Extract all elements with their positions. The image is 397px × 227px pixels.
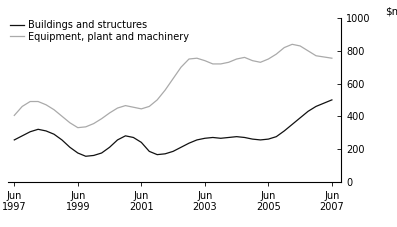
Buildings and structures <box>234 135 239 138</box>
Buildings and structures <box>20 134 25 137</box>
Buildings and structures <box>139 141 144 144</box>
Text: $m: $m <box>385 7 397 17</box>
Equipment, plant and machinery <box>115 107 120 109</box>
Buildings and structures <box>75 152 80 154</box>
Buildings and structures <box>60 138 64 141</box>
Buildings and structures <box>147 150 152 153</box>
Equipment, plant and machinery <box>258 61 263 64</box>
Equipment, plant and machinery <box>195 57 199 59</box>
Equipment, plant and machinery <box>171 77 175 80</box>
Buildings and structures <box>123 134 128 137</box>
Buildings and structures <box>330 99 334 101</box>
Equipment, plant and machinery <box>330 57 334 59</box>
Equipment, plant and machinery <box>250 59 255 62</box>
Equipment, plant and machinery <box>20 105 25 108</box>
Equipment, plant and machinery <box>123 104 128 107</box>
Equipment, plant and machinery <box>290 43 295 46</box>
Buildings and structures <box>242 136 247 139</box>
Equipment, plant and machinery <box>107 112 112 114</box>
Equipment, plant and machinery <box>266 58 271 60</box>
Buildings and structures <box>258 138 263 141</box>
Buildings and structures <box>187 142 191 145</box>
Buildings and structures <box>12 138 17 141</box>
Equipment, plant and machinery <box>60 115 64 118</box>
Buildings and structures <box>28 130 33 133</box>
Equipment, plant and machinery <box>282 46 287 49</box>
Buildings and structures <box>218 137 223 140</box>
Buildings and structures <box>179 146 183 149</box>
Equipment, plant and machinery <box>83 126 88 128</box>
Buildings and structures <box>155 153 160 156</box>
Equipment, plant and machinery <box>12 114 17 117</box>
Buildings and structures <box>298 116 303 119</box>
Equipment, plant and machinery <box>91 122 96 125</box>
Buildings and structures <box>202 137 207 140</box>
Buildings and structures <box>44 130 48 132</box>
Buildings and structures <box>314 105 318 108</box>
Equipment, plant and machinery <box>36 100 40 103</box>
Buildings and structures <box>91 154 96 157</box>
Equipment, plant and machinery <box>28 100 33 103</box>
Equipment, plant and machinery <box>99 117 104 120</box>
Line: Buildings and structures: Buildings and structures <box>14 100 332 156</box>
Equipment, plant and machinery <box>139 108 144 110</box>
Buildings and structures <box>131 136 136 139</box>
Equipment, plant and machinery <box>147 105 152 108</box>
Buildings and structures <box>195 138 199 141</box>
Equipment, plant and machinery <box>298 44 303 47</box>
Equipment, plant and machinery <box>163 89 168 91</box>
Buildings and structures <box>107 146 112 149</box>
Equipment, plant and machinery <box>242 56 247 59</box>
Buildings and structures <box>250 138 255 141</box>
Buildings and structures <box>306 110 310 113</box>
Equipment, plant and machinery <box>179 66 183 69</box>
Equipment, plant and machinery <box>44 104 48 106</box>
Legend: Buildings and structures, Equipment, plant and machinery: Buildings and structures, Equipment, pla… <box>10 20 189 42</box>
Buildings and structures <box>274 135 279 138</box>
Equipment, plant and machinery <box>314 54 318 57</box>
Buildings and structures <box>163 153 168 155</box>
Buildings and structures <box>36 128 40 131</box>
Equipment, plant and machinery <box>75 126 80 129</box>
Equipment, plant and machinery <box>274 53 279 55</box>
Equipment, plant and machinery <box>226 61 231 64</box>
Equipment, plant and machinery <box>234 58 239 60</box>
Equipment, plant and machinery <box>202 59 207 62</box>
Equipment, plant and machinery <box>306 49 310 52</box>
Buildings and structures <box>226 136 231 139</box>
Equipment, plant and machinery <box>67 121 72 124</box>
Buildings and structures <box>83 155 88 158</box>
Buildings and structures <box>99 152 104 154</box>
Equipment, plant and machinery <box>52 108 56 111</box>
Buildings and structures <box>210 136 215 139</box>
Buildings and structures <box>266 138 271 141</box>
Equipment, plant and machinery <box>210 63 215 65</box>
Buildings and structures <box>290 123 295 126</box>
Equipment, plant and machinery <box>155 99 160 101</box>
Buildings and structures <box>171 150 175 153</box>
Buildings and structures <box>115 138 120 141</box>
Equipment, plant and machinery <box>218 63 223 65</box>
Buildings and structures <box>67 146 72 149</box>
Buildings and structures <box>52 133 56 136</box>
Line: Equipment, plant and machinery: Equipment, plant and machinery <box>14 44 332 128</box>
Equipment, plant and machinery <box>131 106 136 109</box>
Equipment, plant and machinery <box>187 58 191 60</box>
Buildings and structures <box>282 130 287 132</box>
